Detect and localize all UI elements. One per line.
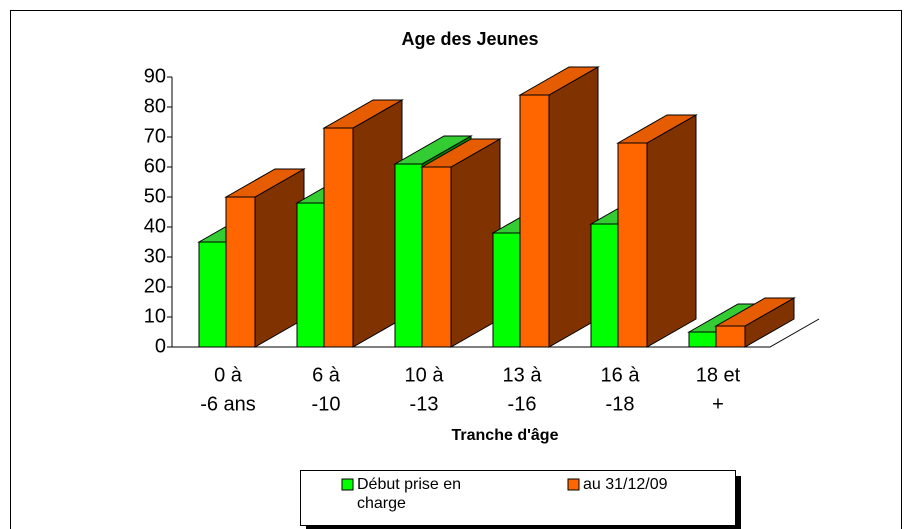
chart-title: Age des Jeunes xyxy=(401,29,538,49)
x-tick-label: 10 à xyxy=(405,364,445,386)
bar xyxy=(519,94,550,348)
y-tick-label: 0 xyxy=(155,335,166,357)
x-tick-label: 0 à xyxy=(214,364,243,386)
x-tick-label: + xyxy=(712,393,724,415)
x-tick-label: -10 xyxy=(312,393,341,415)
y-tick-label: 30 xyxy=(144,245,166,267)
floor xyxy=(172,318,820,348)
bar xyxy=(617,142,648,348)
x-tick-label: -6 ans xyxy=(200,393,256,415)
bar xyxy=(225,196,256,348)
y-tick-label: 20 xyxy=(144,275,166,297)
legend-swatch xyxy=(341,478,354,491)
bar xyxy=(394,163,423,348)
y-tick-label: 50 xyxy=(144,185,166,207)
y-tick-label: 10 xyxy=(144,305,166,327)
legend-box xyxy=(300,470,736,526)
x-tick-label: 16 à xyxy=(601,364,641,386)
bar xyxy=(296,202,325,348)
bar xyxy=(198,241,227,348)
x-tick-label: -18 xyxy=(606,393,635,415)
bar xyxy=(688,331,717,348)
y-tick-label: 70 xyxy=(144,125,166,147)
bar xyxy=(492,232,521,348)
bar xyxy=(323,127,354,348)
x-tick-label: -16 xyxy=(508,393,537,415)
y-tick-label: 80 xyxy=(144,95,166,117)
x-tick-label: -13 xyxy=(410,393,439,415)
y-tick-label: 60 xyxy=(144,155,166,177)
bar xyxy=(715,325,746,348)
bar xyxy=(590,223,619,348)
y-tick-label: 40 xyxy=(144,215,166,237)
legend-label: au 31/12/09 xyxy=(583,476,668,493)
x-tick-label: 18 et xyxy=(696,364,741,386)
x-tick-label: 13 à xyxy=(503,364,543,386)
bar-side xyxy=(646,114,697,348)
bar xyxy=(421,166,452,348)
x-axis-title: Tranche d'âge xyxy=(452,427,559,444)
legend-label: Début prise en charge xyxy=(357,476,462,512)
x-tick-label: 6 à xyxy=(312,364,341,386)
legend-swatch xyxy=(567,478,580,491)
y-tick-label: 90 xyxy=(144,65,166,87)
